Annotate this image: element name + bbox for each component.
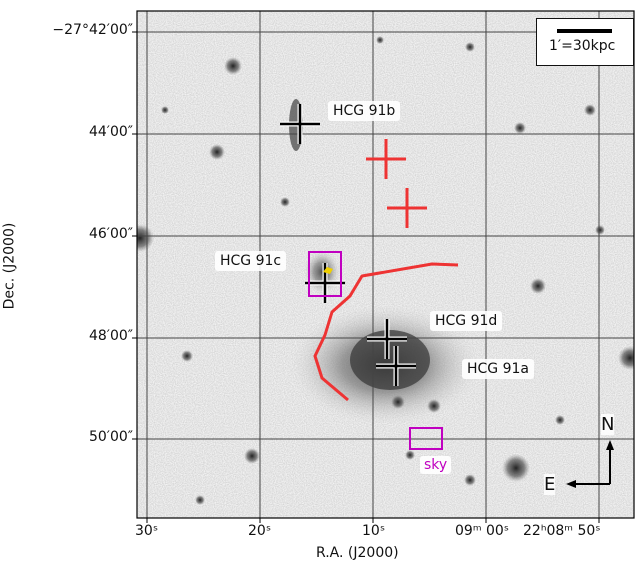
red-marker-2 (387, 188, 427, 228)
ytick-label: −27°42′00″ (52, 22, 133, 38)
scale-bar (557, 29, 612, 33)
xtick-label: 30ˢ (135, 523, 159, 539)
galaxy-label-hcg91a: HCG 91a (462, 359, 534, 379)
ytick-label: 46′00″ (88, 226, 133, 242)
galaxy-marker-hcg91a (376, 346, 416, 386)
plot-frame (136, 10, 635, 519)
ytick-label: 50′00″ (88, 429, 133, 445)
xtick-label: 10ˢ (362, 523, 386, 539)
red-marker-1 (366, 139, 406, 179)
y-axis-label: Dec. (J2000) (1, 222, 18, 310)
sky-image (137, 11, 634, 518)
yellow-highlight (323, 267, 333, 274)
hcg91c-aperture-box (308, 251, 342, 297)
compass-arrows (570, 444, 611, 485)
x-axis-label: R.A. (J2000) (316, 545, 399, 561)
axis-ticks (132, 31, 600, 523)
coordinate-grid (137, 11, 634, 518)
xtick-label: 20ˢ (248, 523, 272, 539)
scale-bar-label: 1′=30kpc (549, 38, 616, 54)
galaxy-label-hcg91d: HCG 91d (430, 311, 503, 331)
ytick-label: 44′00″ (88, 124, 133, 140)
compass-north-label: N (601, 414, 615, 435)
ytick-label: 48′00″ (88, 328, 133, 344)
galaxy-label-hcg91c: HCG 91c (215, 251, 287, 271)
galaxy-label-hcg91b: HCG 91b (328, 101, 401, 121)
xtick-label: 22ʰ08ᵐ 50ˢ (523, 523, 601, 539)
compass-east-label: E (544, 474, 556, 495)
sky-aperture-box (409, 427, 443, 450)
galaxy-marker-hcg91d (367, 319, 407, 359)
xtick-label: 09ᵐ 00ˢ (455, 523, 510, 539)
sky-label: sky (420, 456, 452, 474)
slit-path (313, 262, 459, 402)
scale-bar-box: 1′=30kpc (536, 18, 634, 66)
galaxy-marker-hcg91b (280, 104, 320, 144)
